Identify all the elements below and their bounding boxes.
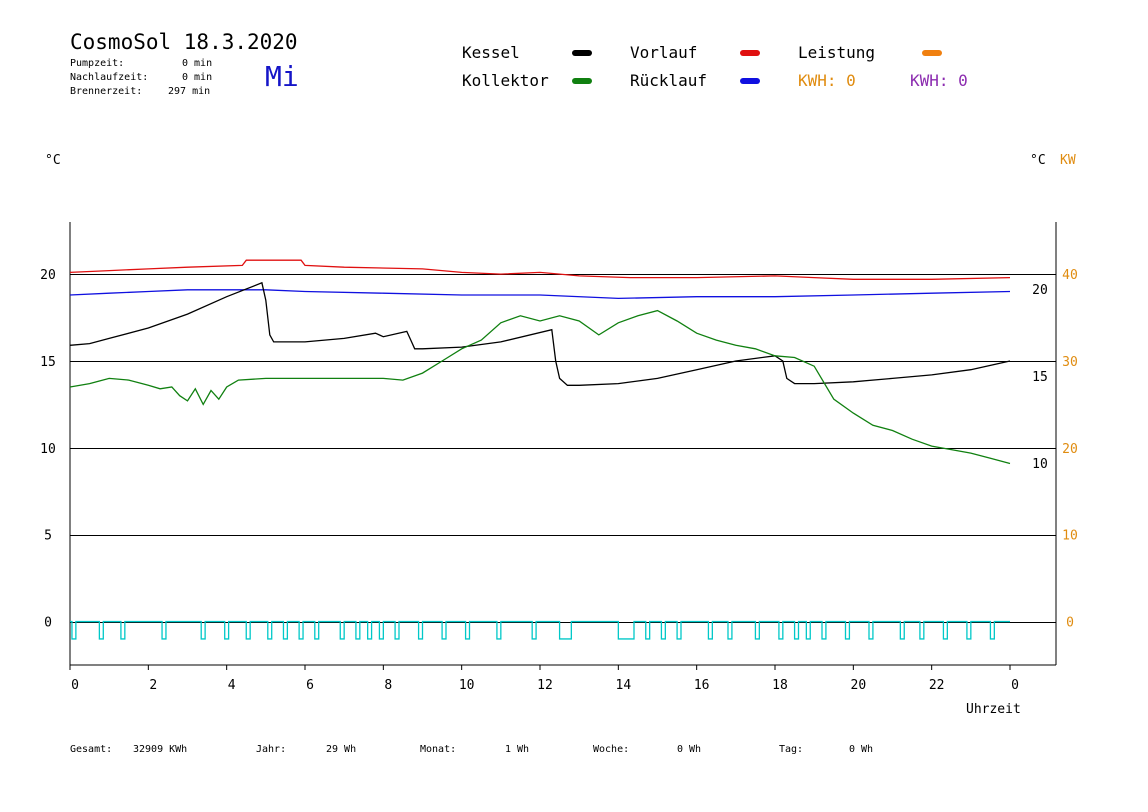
series-line-pumpe [70,620,1010,640]
footer-gesamt-label: Gesamt: [70,744,113,755]
series-line-kessel [69,281,1011,386]
legend-vorlauf-label: Vorlauf [630,43,698,62]
legend-kollektor-swatch [572,78,592,84]
footer-monat-value: 1 Wh [505,744,530,755]
legend-kessel-label: Kessel [462,43,520,62]
y-right-kw-tick-label: 10 [1062,529,1078,544]
legend-leistung-swatch [922,50,942,56]
footer-tag-label: Tag: [779,744,804,755]
legend-vorlauf-swatch [740,50,760,56]
y-left-tick-label: 0 [44,616,52,631]
x-tick-label: 0 [71,678,79,693]
footer-jahr-value: 29 Wh [326,744,357,755]
legend-ruecklauf-label: Rücklauf [630,71,708,90]
legend-ruecklauf-swatch [740,78,760,84]
y-right-celsius-tick-label: 15 [1032,370,1048,385]
weekday-label: Mi [265,60,299,93]
stat-nachlaufzeit-label: Nachlaufzeit: [70,72,149,83]
footer-monat-label: Monat: [420,744,457,755]
y-left-tick-label: 15 [40,355,56,370]
x-tick-label: 6 [306,678,314,693]
x-tick-label: 16 [694,678,710,693]
x-tick-label: 12 [537,678,553,693]
stat-pumpzeit-value: 0 min [182,58,213,69]
kwh-orange-value: KWH: 0 [798,71,856,90]
x-tick-label: 4 [228,678,236,693]
x-tick-label: 2 [149,678,157,693]
legend-kessel-swatch [572,50,592,56]
stat-brennerzeit-label: Brennerzeit: [70,86,143,97]
right-unit-kw: KW [1060,153,1076,168]
right-unit-celsius: °C [1030,153,1046,168]
x-tick-label: 18 [772,678,788,693]
legend-kollektor-label: Kollektor [462,71,549,90]
y-right-celsius-tick-label: 10 [1032,457,1048,472]
y-right-celsius-tick-label: 20 [1032,283,1048,298]
stat-brennerzeit-value: 297 min [168,86,211,97]
y-right-kw-tick-label: 20 [1062,442,1078,457]
kwh-purple-value: KWH: 0 [910,71,968,90]
stat-nachlaufzeit-value: 0 min [182,72,213,83]
footer-tag-value: 0 Wh [849,744,874,755]
series-line-ruecklauf [69,289,1011,300]
x-tick-label: 22 [929,678,945,693]
chart-title: CosmoSol 18.3.2020 [70,30,298,54]
y-left-tick-label: 20 [40,268,56,283]
y-left-tick-label: 5 [44,529,52,544]
x-tick-label: 0 [1011,678,1019,693]
left-unit-label: °C [45,153,61,168]
x-tick-label: 8 [384,678,392,693]
y-left-tick-label: 10 [40,442,56,457]
y-right-kw-tick-label: 30 [1062,355,1078,370]
x-tick-label: 10 [459,678,475,693]
x-tick-label: 20 [851,678,867,693]
legend-leistung-label: Leistung [798,43,876,62]
y-right-kw-tick-label: 40 [1062,268,1078,283]
footer-gesamt-value: 32909 KWh [133,744,188,755]
series-line-vorlauf [69,259,1011,280]
stat-pumpzeit-label: Pumpzeit: [70,58,125,69]
x-tick-label: 14 [616,678,632,693]
series-line-kollektor [69,309,1011,465]
footer-jahr-label: Jahr: [256,744,287,755]
footer-woche-value: 0 Wh [677,744,702,755]
x-axis-label: Uhrzeit [966,702,1021,717]
y-right-kw-tick-label: 0 [1066,616,1074,631]
footer-woche-label: Woche: [593,744,630,755]
